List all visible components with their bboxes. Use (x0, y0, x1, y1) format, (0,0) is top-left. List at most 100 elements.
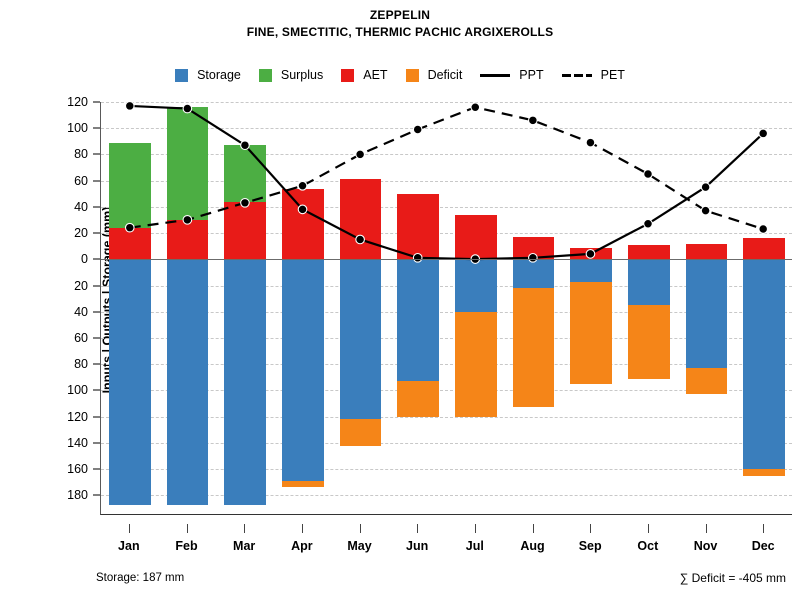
gridline (101, 338, 792, 339)
line-pet (129, 106, 764, 231)
bar-aet (628, 244, 670, 260)
bar-storage (339, 259, 382, 420)
bar-storage (397, 259, 439, 382)
gridline (101, 180, 792, 182)
y-tick-mark (93, 442, 100, 444)
bar-deficit (628, 305, 670, 379)
bar-deficit (685, 368, 728, 395)
x-tick-label-jun: Jun (406, 539, 429, 553)
legend-item-ppt[interactable]: PPT (480, 68, 544, 82)
y-tick-mark (93, 206, 100, 208)
gridline (101, 390, 792, 392)
legend-label: Storage (197, 68, 241, 82)
bar-storage (224, 259, 266, 505)
marker-ppt (297, 204, 308, 215)
y-tick-label: 20 (74, 278, 88, 293)
chart-title-block: ZEPPELIN FINE, SMECTITIC, THERMIC PACHIC… (0, 8, 800, 39)
y-tick-mark (93, 258, 100, 260)
marker-ppt (355, 234, 365, 245)
bar-storage (628, 259, 670, 306)
marker-ppt (528, 252, 538, 263)
bar-storage (512, 259, 555, 289)
y-tick-mark (93, 127, 100, 129)
chart-title: ZEPPELIN (369, 8, 431, 22)
y-tick-mark (93, 494, 100, 496)
legend-item-pet[interactable]: PET (561, 68, 625, 82)
legend-item-deficit[interactable]: Deficit (405, 68, 463, 82)
legend-label: PET (600, 68, 625, 82)
marker-pet (643, 169, 653, 179)
bar-deficit (743, 469, 785, 476)
legend-item-storage[interactable]: Storage (175, 68, 241, 82)
y-tick-mark (93, 416, 100, 418)
marker-pet (700, 205, 711, 216)
legend-label: Deficit (427, 68, 463, 82)
x-tick-label-sep: Sep (578, 539, 602, 553)
y-tick-mark (93, 153, 100, 155)
zero-axis-line (101, 259, 792, 261)
y-tick-label: 140 (67, 435, 88, 450)
gridline (101, 442, 792, 444)
bar-surplus (109, 142, 151, 228)
x-tick-mark (763, 524, 765, 533)
x-tick-label-may: May (347, 539, 372, 553)
x-tick-label-dec: Dec (751, 539, 775, 553)
gridline (101, 469, 792, 471)
x-tick-label-jul: Jul (465, 539, 484, 553)
marker-ppt (585, 249, 596, 259)
bars-layer (101, 102, 792, 514)
y-tick-label: 80 (74, 147, 88, 162)
bar-storage (166, 259, 209, 505)
y-tick-mark (93, 180, 100, 182)
y-tick-label: 80 (74, 357, 88, 372)
y-tick-mark (93, 389, 100, 391)
marker-ppt (182, 103, 193, 114)
bar-aet (166, 220, 209, 260)
line-ppt (129, 104, 764, 261)
x-tick-label-oct: Oct (637, 539, 659, 553)
bar-surplus (166, 107, 209, 220)
bar-deficit (512, 288, 555, 408)
marker-ppt (643, 218, 653, 229)
marker-pet (585, 137, 596, 148)
legend-swatch-surplus-icon (258, 68, 272, 82)
y-tick-label: 20 (74, 226, 88, 241)
gridline (101, 206, 792, 208)
x-tick-mark (301, 524, 303, 533)
x-tick-label-apr: Apr (291, 539, 313, 553)
marker-pet (182, 214, 193, 225)
bar-storage (109, 259, 151, 505)
x-tick-mark (417, 524, 419, 533)
marker-pet (297, 180, 308, 191)
x-tick-mark (590, 524, 592, 533)
chart-legend: Storage Surplus AET Deficit PPT PET (0, 68, 800, 82)
bar-storage (455, 259, 497, 312)
y-tick-mark (93, 232, 100, 234)
legend-item-aet[interactable]: AET (341, 68, 388, 82)
y-tick-label: 100 (67, 383, 88, 398)
legend-item-surplus[interactable]: Surplus (258, 68, 323, 82)
marker-pet (355, 149, 365, 160)
gridlines-layer (101, 102, 792, 514)
x-tick-mark (359, 524, 361, 533)
y-tick-mark (93, 311, 100, 313)
gridline (101, 128, 792, 130)
marker-pet (412, 124, 423, 135)
y-tick-label: 60 (74, 173, 88, 188)
gridline (101, 102, 792, 103)
y-tick-mark (93, 101, 100, 103)
gridline (101, 495, 792, 497)
bar-storage (282, 259, 324, 481)
bar-deficit (570, 281, 612, 384)
bar-storage (743, 259, 785, 470)
x-tick-mark (705, 524, 707, 533)
plot-area (100, 101, 792, 515)
y-tick-label: 160 (67, 462, 88, 477)
x-tick-label-jan: Jan (118, 539, 140, 553)
gridline (101, 233, 792, 235)
y-tick-mark (93, 285, 100, 287)
storage-annotation: Storage: 187 mm (96, 572, 185, 584)
deficit-annotation: ∑ Deficit = -405 mm (679, 571, 786, 585)
x-tick-mark (647, 524, 649, 533)
legend-label: AET (363, 68, 388, 82)
